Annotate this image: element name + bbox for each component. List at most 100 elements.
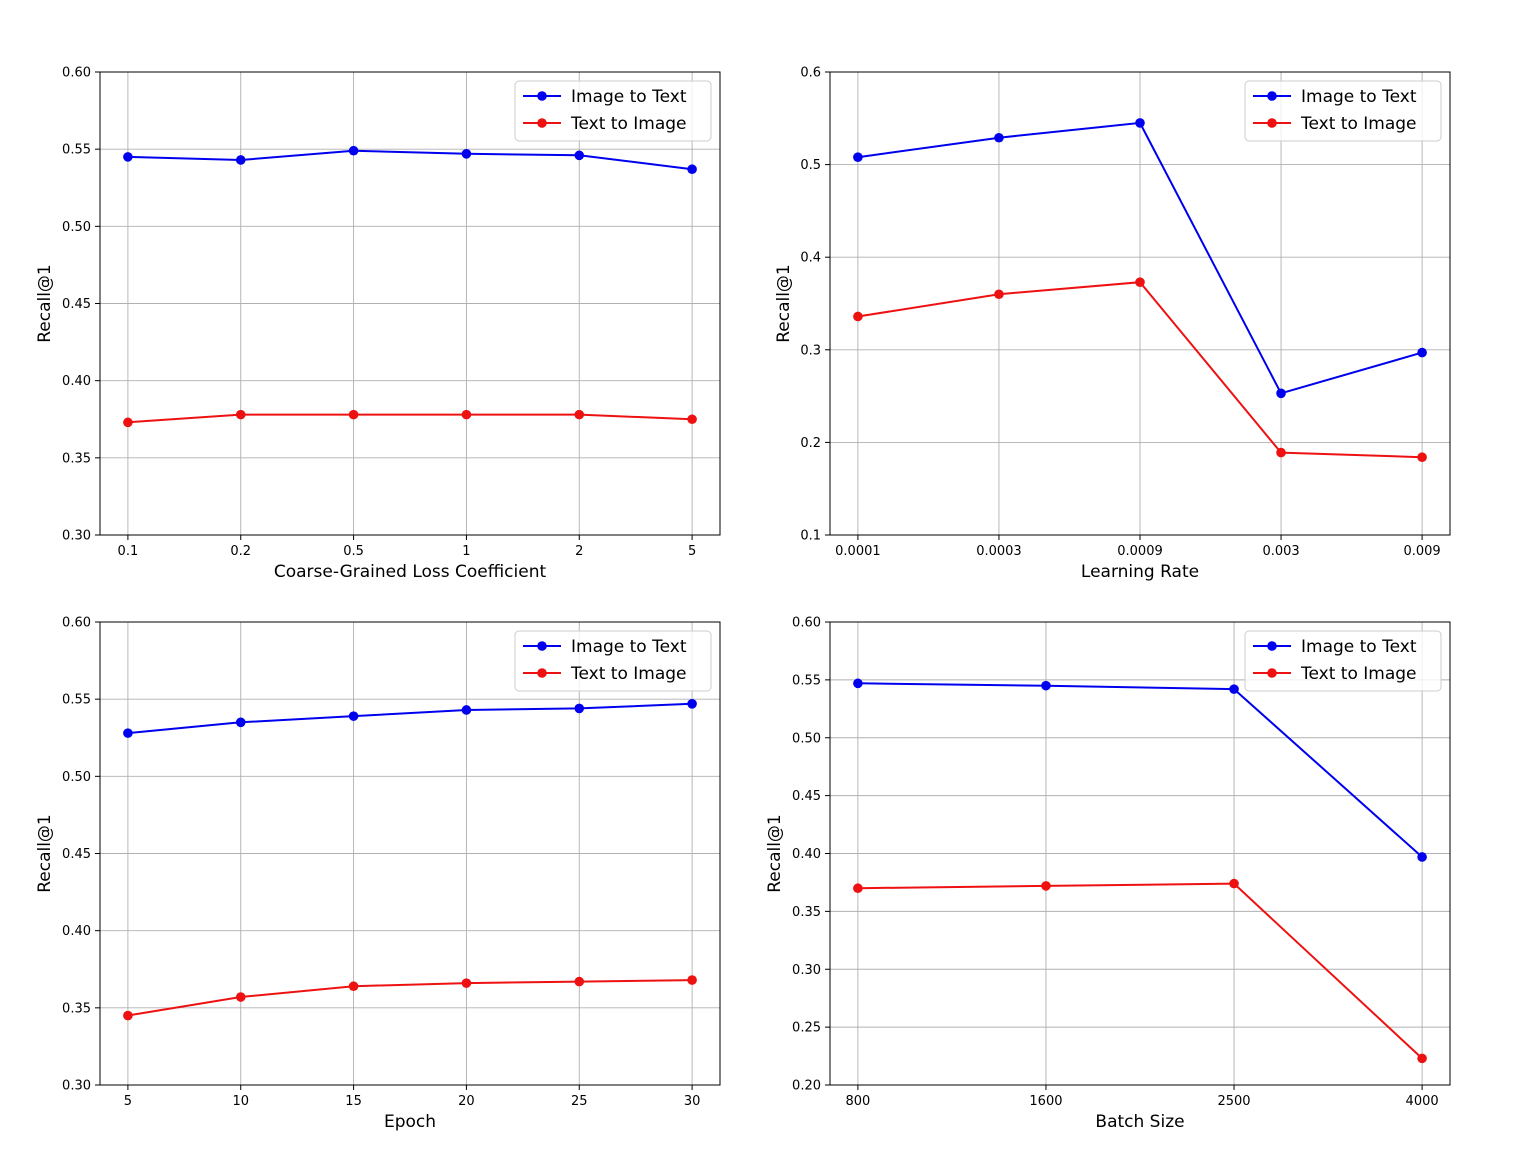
data-point: [235, 155, 246, 165]
data-point: [1229, 684, 1239, 694]
x-tick-label: 5: [124, 1094, 132, 1109]
legend-marker: [537, 91, 547, 101]
x-axis-label: Epoch: [384, 1112, 436, 1132]
legend-entry: Image to Text: [1301, 87, 1417, 107]
data-point: [853, 152, 863, 162]
y-tick-label: 0.5: [800, 158, 821, 173]
x-tick-label: 0.0009: [1117, 544, 1163, 559]
x-axis-ticks: 800 1600 2500 4000: [845, 1085, 1439, 1109]
legend-marker: [537, 641, 547, 651]
y-tick-label: 0.55: [792, 673, 821, 688]
y-tick-label: 0.30: [62, 1079, 91, 1094]
data-point: [348, 981, 359, 992]
y-tick-label: 0.60: [62, 616, 91, 631]
y-tick-label: 0.25: [792, 1021, 821, 1036]
legend-entry: Text to Image: [570, 114, 687, 134]
x-tick-label: 10: [232, 1094, 249, 1109]
legend-entry: Text to Image: [1300, 664, 1417, 684]
y-tick-label: 0.60: [792, 616, 821, 631]
series-image-to-text: [853, 678, 1427, 862]
legend-marker: [1267, 641, 1277, 651]
data-point: [235, 992, 246, 1002]
data-point: [853, 678, 863, 689]
legend: Image to Text Text to Image: [514, 80, 712, 142]
plot-frame: [99, 621, 721, 1086]
legend: Image to Text Text to Image: [1244, 80, 1442, 142]
data-point: [1229, 878, 1239, 889]
plot-frame: [99, 71, 721, 536]
x-tick-label: 800: [845, 1094, 870, 1109]
data-point: [994, 289, 1004, 300]
series-text-to-image: [853, 277, 1427, 463]
x-axis-ticks: 5 10 15 20 25 30: [124, 1085, 701, 1109]
data-point: [1417, 852, 1427, 862]
y-tick-label: 0.1: [800, 529, 821, 544]
y-tick-label: 0.50: [792, 731, 821, 746]
y-tick-label: 0.2: [800, 436, 821, 451]
legend-entry: Image to Text: [1301, 637, 1417, 657]
y-tick-label: 0.55: [62, 693, 91, 708]
y-tick-label: 0.50: [62, 220, 91, 235]
plot-frame: [829, 621, 1451, 1086]
x-tick-label: 4000: [1406, 1094, 1439, 1109]
data-point: [1041, 680, 1051, 691]
x-tick-label: 0.2: [230, 544, 251, 559]
data-point: [853, 883, 863, 894]
legend-entry: Image to Text: [571, 87, 687, 107]
data-point: [123, 728, 133, 738]
series-line: [127, 413, 693, 424]
y-tick-label: 0.60: [62, 66, 91, 81]
data-point: [1417, 347, 1427, 358]
y-tick-label: 0.4: [800, 251, 821, 266]
y-tick-label: 0.45: [62, 847, 91, 862]
x-tick-label: 0.1: [118, 544, 139, 559]
data-point: [461, 978, 472, 988]
series-image-to-text: [123, 145, 697, 175]
legend-marker: [1267, 668, 1277, 678]
chart-1: 0.1 0.2 0.5 1 2 5 0.30 0.35 0.40 0.45 0.50 0.55 0.60…: [35, 66, 721, 582]
x-tick-label: 25: [571, 1094, 588, 1109]
data-point: [1135, 277, 1145, 288]
x-tick-label: 2500: [1217, 1094, 1250, 1109]
data-point: [1041, 881, 1051, 891]
series-line: [857, 682, 1423, 858]
data-point: [461, 705, 472, 715]
data-point: [1276, 447, 1286, 458]
data-point: [1135, 118, 1145, 128]
series-text-to-image: [123, 975, 697, 1021]
x-tick-label: 0.0003: [976, 544, 1022, 559]
y-axis-label: Recall@1: [765, 814, 785, 893]
x-axis-ticks: 0.1 0.2 0.5 1 2 5: [118, 535, 696, 559]
series-text-to-image: [123, 409, 697, 428]
legend-box: [1244, 80, 1442, 142]
y-tick-label: 0.35: [62, 1001, 91, 1016]
y-axis-label: Recall@1: [35, 264, 55, 343]
y-tick-label: 0.35: [792, 905, 821, 920]
data-point: [687, 414, 697, 425]
data-point: [348, 711, 359, 721]
data-point: [461, 409, 472, 420]
legend: Image to Text Text to Image: [1244, 630, 1442, 692]
x-axis-label: Coarse-Grained Loss Coefficient: [274, 562, 547, 582]
y-axis-label: Recall@1: [35, 814, 55, 893]
legend-entry: Text to Image: [570, 664, 687, 684]
data-point: [461, 148, 472, 159]
series-line: [857, 882, 1423, 1060]
x-axis-label: Learning Rate: [1081, 562, 1199, 582]
legend-marker: [1267, 118, 1277, 128]
series-line: [127, 702, 693, 735]
x-tick-label: 0.0001: [835, 544, 881, 559]
y-tick-label: 0.50: [62, 770, 91, 785]
y-tick-label: 0.45: [62, 297, 91, 312]
x-tick-label: 0.003: [1262, 544, 1299, 559]
plot-frame: [829, 71, 1451, 536]
data-point: [994, 132, 1004, 143]
x-tick-label: 30: [684, 1094, 701, 1109]
y-tick-label: 0.3: [800, 343, 821, 358]
data-point: [1417, 1053, 1427, 1064]
y-tick-label: 0.35: [62, 451, 91, 466]
y-tick-label: 0.45: [792, 789, 821, 804]
y-axis-ticks: 0.30 0.35 0.40 0.45 0.50 0.55 0.60: [62, 66, 100, 544]
y-tick-label: 0.30: [792, 963, 821, 978]
